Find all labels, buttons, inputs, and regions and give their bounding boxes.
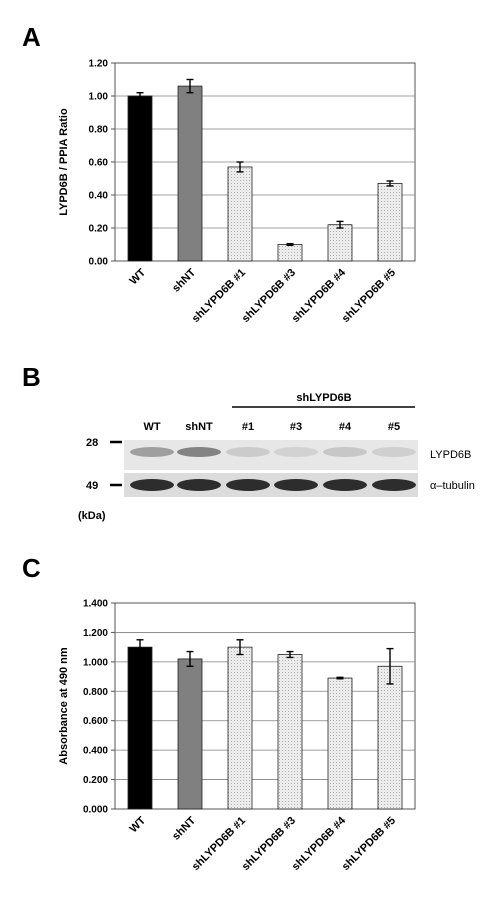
chart-c: 0.000 0.200 0.400 0.600 0.800 1.000 1.200 1.400… (58, 599, 416, 873)
blot-lane-label: #5 (388, 421, 400, 433)
y-tick-label: 0.20 (89, 224, 109, 235)
y-tick-label: 0.400 (83, 746, 108, 757)
marker-28: 28 (86, 437, 98, 449)
marker-49: 49 (86, 480, 98, 492)
bar (327, 677, 353, 810)
bar (127, 95, 153, 262)
band-label-lypd6b: LYPD6B (430, 449, 471, 461)
bar (327, 224, 353, 262)
blot-band (177, 447, 221, 457)
marker-unit: (kDa) (78, 510, 106, 522)
blot-lane-label: #1 (242, 421, 254, 433)
blot-band (372, 479, 416, 491)
category-label: shNT (170, 266, 198, 294)
y-tick-label: 0.80 (89, 125, 109, 136)
bar (277, 244, 303, 262)
y-tick-label: 1.00 (89, 92, 109, 103)
blot-lane-label: #3 (290, 421, 302, 433)
western-blot: shLYPD6B WT shNT #1 #3 #4 #5 28 49 (kDa) LYPD… (78, 392, 475, 522)
panel-letter-a: A (22, 22, 41, 52)
plot-area (114, 602, 416, 810)
blot-band (323, 479, 367, 491)
blot-band (226, 479, 270, 491)
y-tick-label: 0.00 (89, 257, 109, 268)
blot-lane-label: WT (143, 421, 160, 433)
category-label: shLYPD6B #5 (340, 267, 398, 325)
y-tick-label: 0.60 (89, 158, 109, 169)
blot-band (226, 447, 270, 457)
blot-band (130, 479, 174, 491)
category-label: shNT (170, 814, 198, 842)
panel-letter-c: C (22, 553, 41, 583)
bar (177, 85, 203, 262)
y-tick-label: 0.000 (83, 805, 108, 816)
y-axis-title: Absorbance at 490 nm (58, 647, 70, 765)
category-label: shLYPD6B #5 (340, 815, 398, 873)
category-label: WT (128, 266, 149, 287)
blot-band (130, 447, 174, 457)
y-tick-label: 1.400 (83, 599, 108, 610)
blot-band (177, 479, 221, 491)
bar (177, 658, 203, 810)
blot-band (372, 447, 416, 457)
bar (127, 646, 153, 810)
bar (227, 166, 253, 262)
y-axis-title: LYPD6B / PPIA Ratio (58, 108, 70, 216)
bar (277, 654, 303, 810)
y-tick-label: 1.20 (89, 59, 109, 70)
blot-band (274, 447, 318, 457)
y-tick-label: 0.600 (83, 716, 108, 727)
blot-lane-label: #4 (339, 421, 352, 433)
bar (377, 665, 403, 810)
blot-group-label: shLYPD6B (296, 392, 351, 404)
blot-band (274, 479, 318, 491)
panel-letter-b: B (22, 362, 41, 392)
band-label-tubulin: α–tubulin (430, 480, 475, 492)
blot-lane-label: shNT (185, 421, 213, 433)
category-label: WT (128, 814, 149, 835)
y-tick-label: 0.40 (89, 191, 109, 202)
y-tick-label: 1.200 (83, 628, 108, 639)
blot-band (323, 447, 367, 457)
blot-bands (130, 447, 416, 491)
blot-strip-lypd6b (124, 440, 418, 470)
y-tick-label: 0.200 (83, 775, 108, 786)
bar (377, 183, 403, 262)
y-tick-label: 1.000 (83, 657, 108, 668)
y-tick-label: 0.800 (83, 687, 108, 698)
chart-a: 0.00 0.20 0.40 0.60 0.80 1.00 1.20 LYPD6B / PPI… (58, 59, 416, 325)
bar (227, 646, 253, 810)
blot-lane-labels: WT shNT #1 #3 #4 #5 (143, 421, 400, 433)
